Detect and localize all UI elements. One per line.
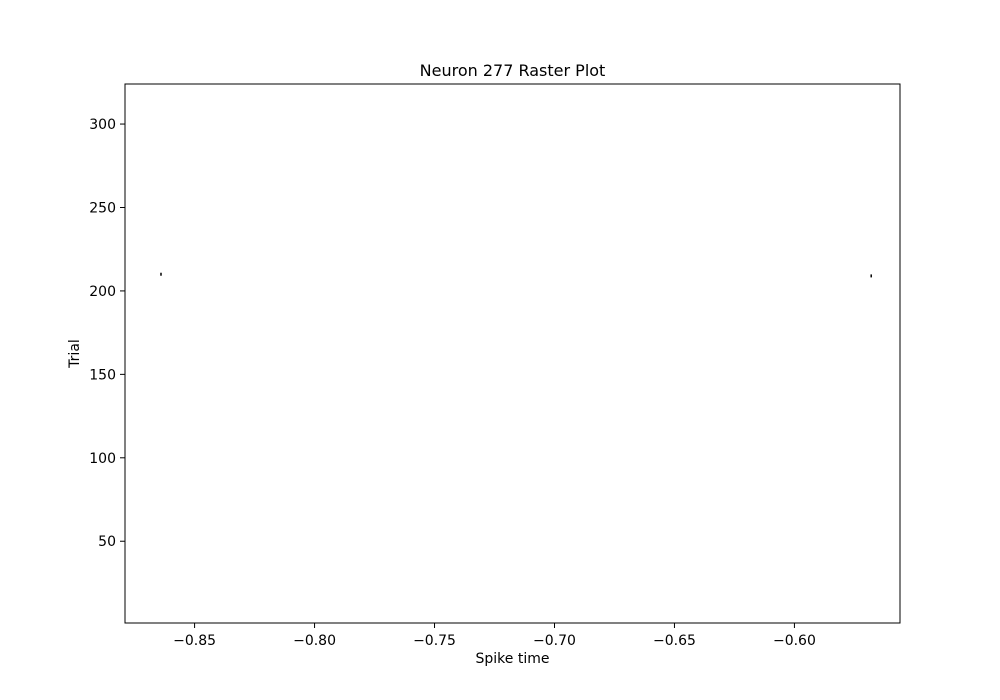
x-axis-label: Spike time — [476, 651, 550, 667]
x-tick-label: −0.60 — [773, 633, 816, 649]
y-tick-label: 300 — [89, 117, 116, 133]
y-tick-label: 200 — [89, 284, 116, 300]
y-axis-label: Trial — [67, 339, 83, 369]
plot-frame — [124, 83, 901, 624]
spike-marks — [160, 272, 872, 278]
y-tick-label: 100 — [89, 451, 116, 467]
y-tick-label: 150 — [89, 367, 116, 383]
x-axis-ticks: −0.85 −0.80 −0.75 −0.70 −0.65 −0.60 — [173, 623, 816, 649]
x-tick-label: −0.85 — [173, 633, 216, 649]
x-tick-label: −0.75 — [413, 633, 456, 649]
x-tick-label: −0.70 — [533, 633, 576, 649]
y-tick-label: 50 — [98, 534, 116, 550]
x-tick-label: −0.80 — [293, 633, 336, 649]
x-tick-label: −0.65 — [653, 633, 696, 649]
y-tick-label: 250 — [89, 200, 116, 216]
chart-title: Neuron 277 Raster Plot — [420, 61, 606, 80]
y-axis-ticks: 50 100 150 200 250 300 — [89, 117, 125, 550]
